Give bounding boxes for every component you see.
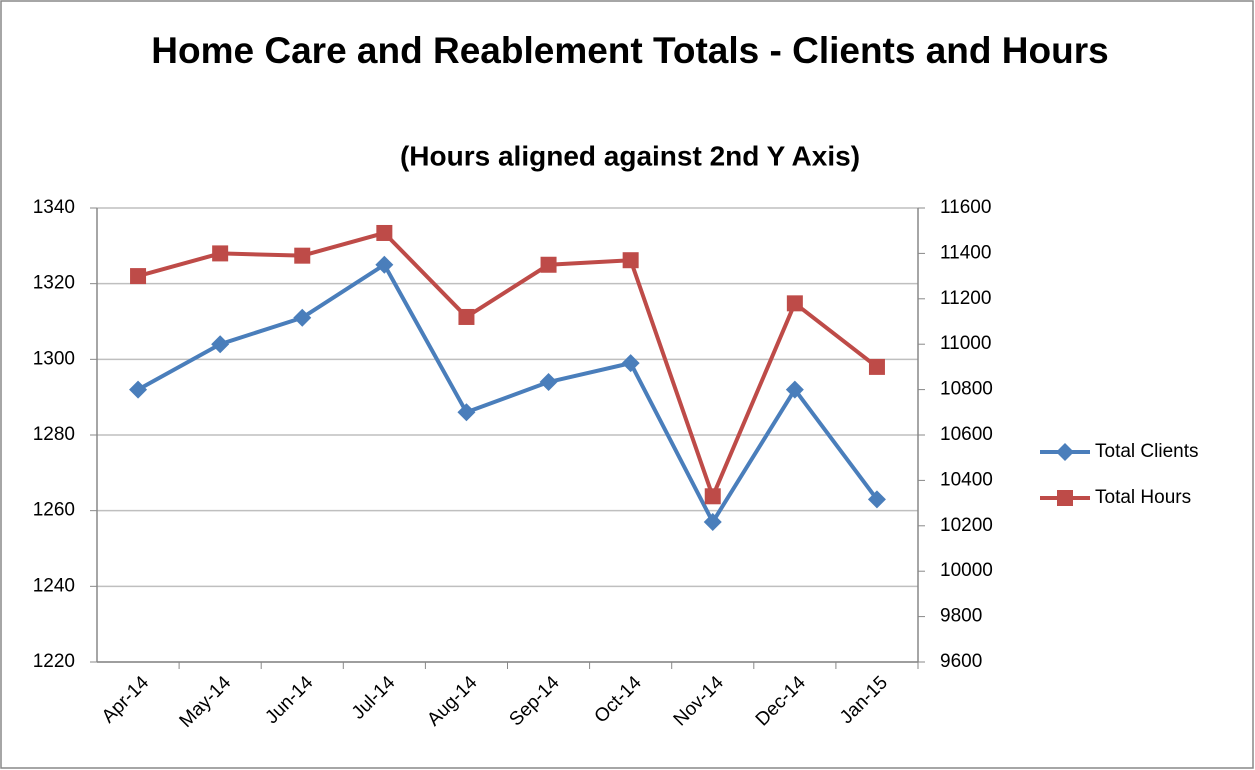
x-tick-label: Oct-14: [591, 672, 646, 727]
legend-marker: [1056, 443, 1074, 461]
series-marker: [212, 245, 229, 262]
series-marker: [867, 490, 886, 509]
series-marker: [458, 308, 475, 325]
y2-tick-label: 11600: [940, 197, 991, 218]
y2-tick-label: 11000: [940, 333, 991, 354]
x-tick-label: May-14: [176, 672, 236, 732]
y2-tick-label: 10400: [940, 469, 993, 490]
series-line: [137, 230, 879, 499]
series-line: [137, 262, 879, 525]
y2-tick-label: 10800: [940, 379, 993, 400]
y2-tick-label: 10200: [940, 515, 993, 536]
x-tick-label: Jun-14: [261, 672, 317, 728]
series-marker: [704, 488, 721, 505]
y2-tick-label: 9600: [940, 651, 982, 672]
x-tick-label: Aug-14: [423, 672, 481, 730]
y-tick-label: 1280: [33, 424, 75, 445]
series-marker: [786, 295, 803, 312]
series-marker: [130, 268, 147, 285]
x-tick-label: Jan-15: [836, 672, 892, 728]
y2-tick-label: 11400: [940, 242, 991, 263]
x-tick-label: Sep-14: [505, 672, 563, 730]
series-marker: [293, 308, 312, 327]
chart-subtitle: (Hours aligned against 2nd Y Axis): [400, 140, 860, 171]
series-marker: [703, 513, 722, 532]
y-tick-label: 1240: [33, 575, 75, 596]
x-tick-label: Dec-14: [752, 672, 810, 730]
series-marker: [376, 224, 393, 241]
series-marker: [621, 354, 640, 373]
series-marker: [785, 380, 804, 399]
y-tick-label: 1340: [33, 197, 75, 218]
legend-label: Total Hours: [1095, 487, 1191, 508]
y2-tick-label: 9800: [940, 606, 982, 627]
series-marker: [375, 255, 394, 274]
series-marker: [868, 358, 885, 375]
series-marker: [457, 403, 476, 422]
y-tick-label: 1300: [33, 348, 75, 369]
x-tick-label: Jul-14: [348, 672, 400, 724]
series-marker: [294, 247, 311, 264]
series-marker: [211, 335, 230, 354]
x-tick-label: Nov-14: [670, 672, 728, 730]
y-tick-label: 1320: [33, 273, 75, 294]
y2-tick-label: 10600: [940, 424, 993, 445]
y-tick-label: 1220: [33, 651, 75, 672]
series-marker: [539, 373, 558, 392]
y2-tick-label: 11200: [940, 288, 991, 309]
y-tick-label: 1260: [33, 500, 75, 521]
x-tick-label: Apr-14: [98, 672, 153, 727]
chart-title: Home Care and Reablement Totals - Client…: [151, 30, 1109, 71]
series-marker: [540, 256, 557, 273]
series-marker: [129, 380, 148, 399]
y2-tick-label: 10000: [940, 560, 993, 581]
legend-marker: [1057, 490, 1073, 506]
legend-label: Total Clients: [1095, 441, 1199, 462]
series-marker: [622, 252, 639, 269]
